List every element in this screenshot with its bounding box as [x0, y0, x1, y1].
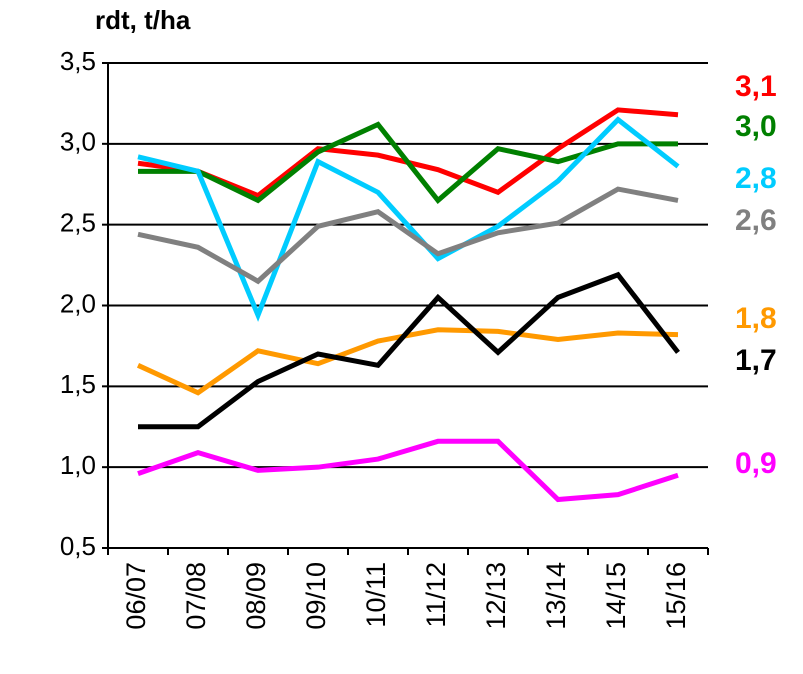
x-tick-label: 15/16 [661, 562, 691, 630]
end-label: 0,9 [735, 447, 777, 480]
y-tick-label: 3,0 [60, 127, 96, 157]
end-label: 2,6 [735, 204, 777, 237]
x-tick-label: 08/09 [241, 562, 271, 630]
series-line [138, 121, 678, 205]
x-tick-label: 13/14 [541, 562, 571, 630]
series-line [136, 327, 679, 396]
end-label: 3,0 [735, 110, 777, 143]
end-label: 1,8 [735, 302, 777, 335]
x-tick-label: 11/12 [421, 562, 451, 628]
series-line [138, 271, 680, 430]
x-tick-label: 10/11 [361, 562, 391, 628]
x-tick-label: 09/10 [301, 562, 331, 630]
end-label: 1,7 [735, 344, 777, 377]
x-tick-label: 07/08 [181, 562, 211, 630]
y-tick-label: 2,0 [60, 288, 96, 318]
series-line [137, 116, 680, 322]
series-line [137, 438, 679, 503]
y-tick-label: 2,5 [60, 208, 96, 238]
end-label: 3,1 [735, 70, 777, 103]
y-tick-label: 1,5 [60, 369, 96, 399]
x-tick-label: 06/07 [121, 562, 151, 630]
series-line [137, 186, 679, 285]
y-tick-label: 3,5 [60, 46, 96, 76]
x-tick-label: 12/13 [481, 562, 511, 630]
end-label: 2,8 [735, 162, 777, 195]
y-tick-label: 0,5 [60, 531, 96, 561]
y-tick-label: 1,0 [60, 450, 96, 480]
chart-title: rdt, t/ha [95, 5, 191, 35]
x-tick-label: 14/15 [601, 562, 631, 630]
